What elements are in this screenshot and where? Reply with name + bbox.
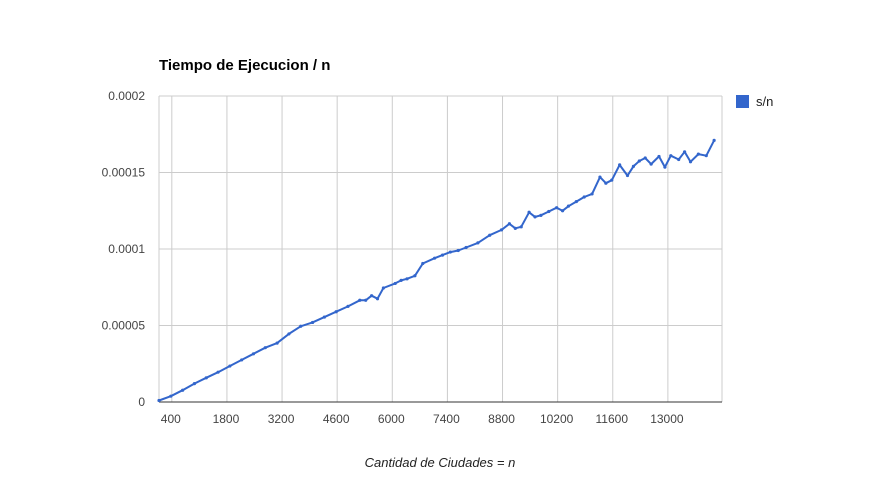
data-point[interactable] — [216, 370, 220, 374]
data-point[interactable] — [533, 215, 537, 219]
data-point[interactable] — [399, 278, 403, 282]
data-point[interactable] — [637, 159, 641, 163]
data-point[interactable] — [507, 222, 511, 226]
data-point[interactable] — [263, 346, 267, 350]
data-point[interactable] — [610, 178, 614, 182]
x-tick-label: 4600 — [323, 412, 350, 426]
data-point[interactable] — [631, 164, 636, 168]
series-group — [157, 138, 716, 403]
legend[interactable]: s/n — [736, 94, 773, 109]
data-point[interactable] — [527, 210, 531, 214]
data-point[interactable] — [421, 261, 425, 266]
data-point[interactable] — [547, 209, 551, 214]
data-point[interactable] — [712, 138, 716, 142]
legend-swatch — [736, 95, 749, 108]
x-tick-label: 11600 — [596, 412, 629, 426]
data-point[interactable] — [181, 388, 185, 392]
data-point[interactable] — [513, 226, 517, 230]
data-point[interactable] — [157, 398, 161, 403]
x-axis-label: Cantidad de Ciudades = n — [365, 455, 516, 470]
data-point[interactable] — [228, 364, 232, 368]
data-point[interactable] — [464, 245, 468, 250]
data-point[interactable] — [375, 297, 380, 301]
data-point[interactable] — [704, 154, 708, 158]
data-point[interactable] — [555, 206, 559, 210]
y-tick-labels: 0 0.00005 0.0001 0.00015 0.0002 — [102, 89, 146, 409]
x-tick-label: 1800 — [213, 412, 240, 426]
data-point[interactable] — [643, 156, 647, 160]
data-point[interactable] — [334, 310, 338, 314]
data-point[interactable] — [657, 154, 661, 159]
data-point[interactable] — [169, 394, 173, 398]
y-tick-label: 0.00015 — [102, 166, 146, 180]
data-point[interactable] — [560, 209, 565, 213]
data-point[interactable] — [299, 324, 303, 328]
y-tick-label: 0 — [138, 395, 145, 409]
data-point[interactable] — [682, 150, 687, 154]
x-tick-label: 7400 — [433, 412, 460, 426]
data-point[interactable] — [440, 253, 445, 257]
y-tick-label: 0.0001 — [108, 242, 145, 256]
data-point[interactable] — [539, 213, 543, 217]
data-point[interactable] — [240, 358, 244, 362]
legend-label: s/n — [756, 94, 773, 109]
x-tick-label: 3200 — [268, 412, 295, 426]
data-point[interactable] — [574, 199, 578, 204]
data-point[interactable] — [598, 175, 602, 179]
x-tick-label: 8800 — [488, 412, 515, 426]
data-point[interactable] — [405, 277, 409, 281]
data-point[interactable] — [649, 162, 653, 166]
chart-title: Tiempo de Ejecucion / n — [159, 57, 330, 74]
x-tick-labels: 400 1800 3200 4600 6000 7400 8800 10200 11600 130… — [161, 412, 684, 426]
series-line[interactable] — [158, 139, 715, 402]
data-point[interactable] — [393, 281, 397, 286]
data-point[interactable] — [519, 225, 523, 229]
data-point[interactable] — [456, 248, 460, 253]
data-point[interactable] — [669, 154, 673, 158]
x-tick-label: 6000 — [378, 412, 405, 426]
data-point[interactable] — [696, 152, 700, 156]
data-point[interactable] — [582, 195, 586, 199]
data-point[interactable] — [364, 298, 368, 302]
data-point[interactable] — [310, 320, 315, 325]
data-point[interactable] — [346, 304, 350, 308]
data-point[interactable] — [251, 352, 256, 356]
data-point[interactable] — [287, 332, 291, 336]
data-point[interactable] — [566, 204, 571, 208]
data-point[interactable] — [499, 228, 504, 232]
x-tick-label: 10200 — [540, 412, 574, 426]
data-point[interactable] — [677, 157, 681, 162]
data-point[interactable] — [688, 160, 693, 164]
data-point[interactable] — [663, 165, 667, 169]
data-point[interactable] — [488, 233, 492, 237]
data-point[interactable] — [381, 286, 386, 290]
y-tick-label: 0.00005 — [102, 319, 146, 333]
data-point[interactable] — [590, 192, 594, 196]
data-point[interactable] — [275, 341, 279, 345]
data-point[interactable] — [204, 376, 208, 380]
data-point[interactable] — [322, 315, 326, 319]
data-point[interactable] — [604, 181, 608, 185]
data-point[interactable] — [370, 294, 374, 298]
x-tick-label: 13000 — [650, 412, 684, 426]
data-point[interactable] — [432, 256, 437, 260]
data-point[interactable] — [413, 274, 417, 278]
data-point[interactable] — [358, 298, 362, 302]
data-point[interactable] — [192, 382, 197, 386]
grid — [158, 95, 723, 402]
x-tick-label: 400 — [161, 412, 181, 426]
y-tick-label: 0.0002 — [108, 89, 145, 103]
data-point[interactable] — [618, 163, 622, 167]
data-point[interactable] — [625, 173, 630, 178]
data-point[interactable] — [476, 241, 480, 245]
data-point[interactable] — [448, 250, 452, 254]
